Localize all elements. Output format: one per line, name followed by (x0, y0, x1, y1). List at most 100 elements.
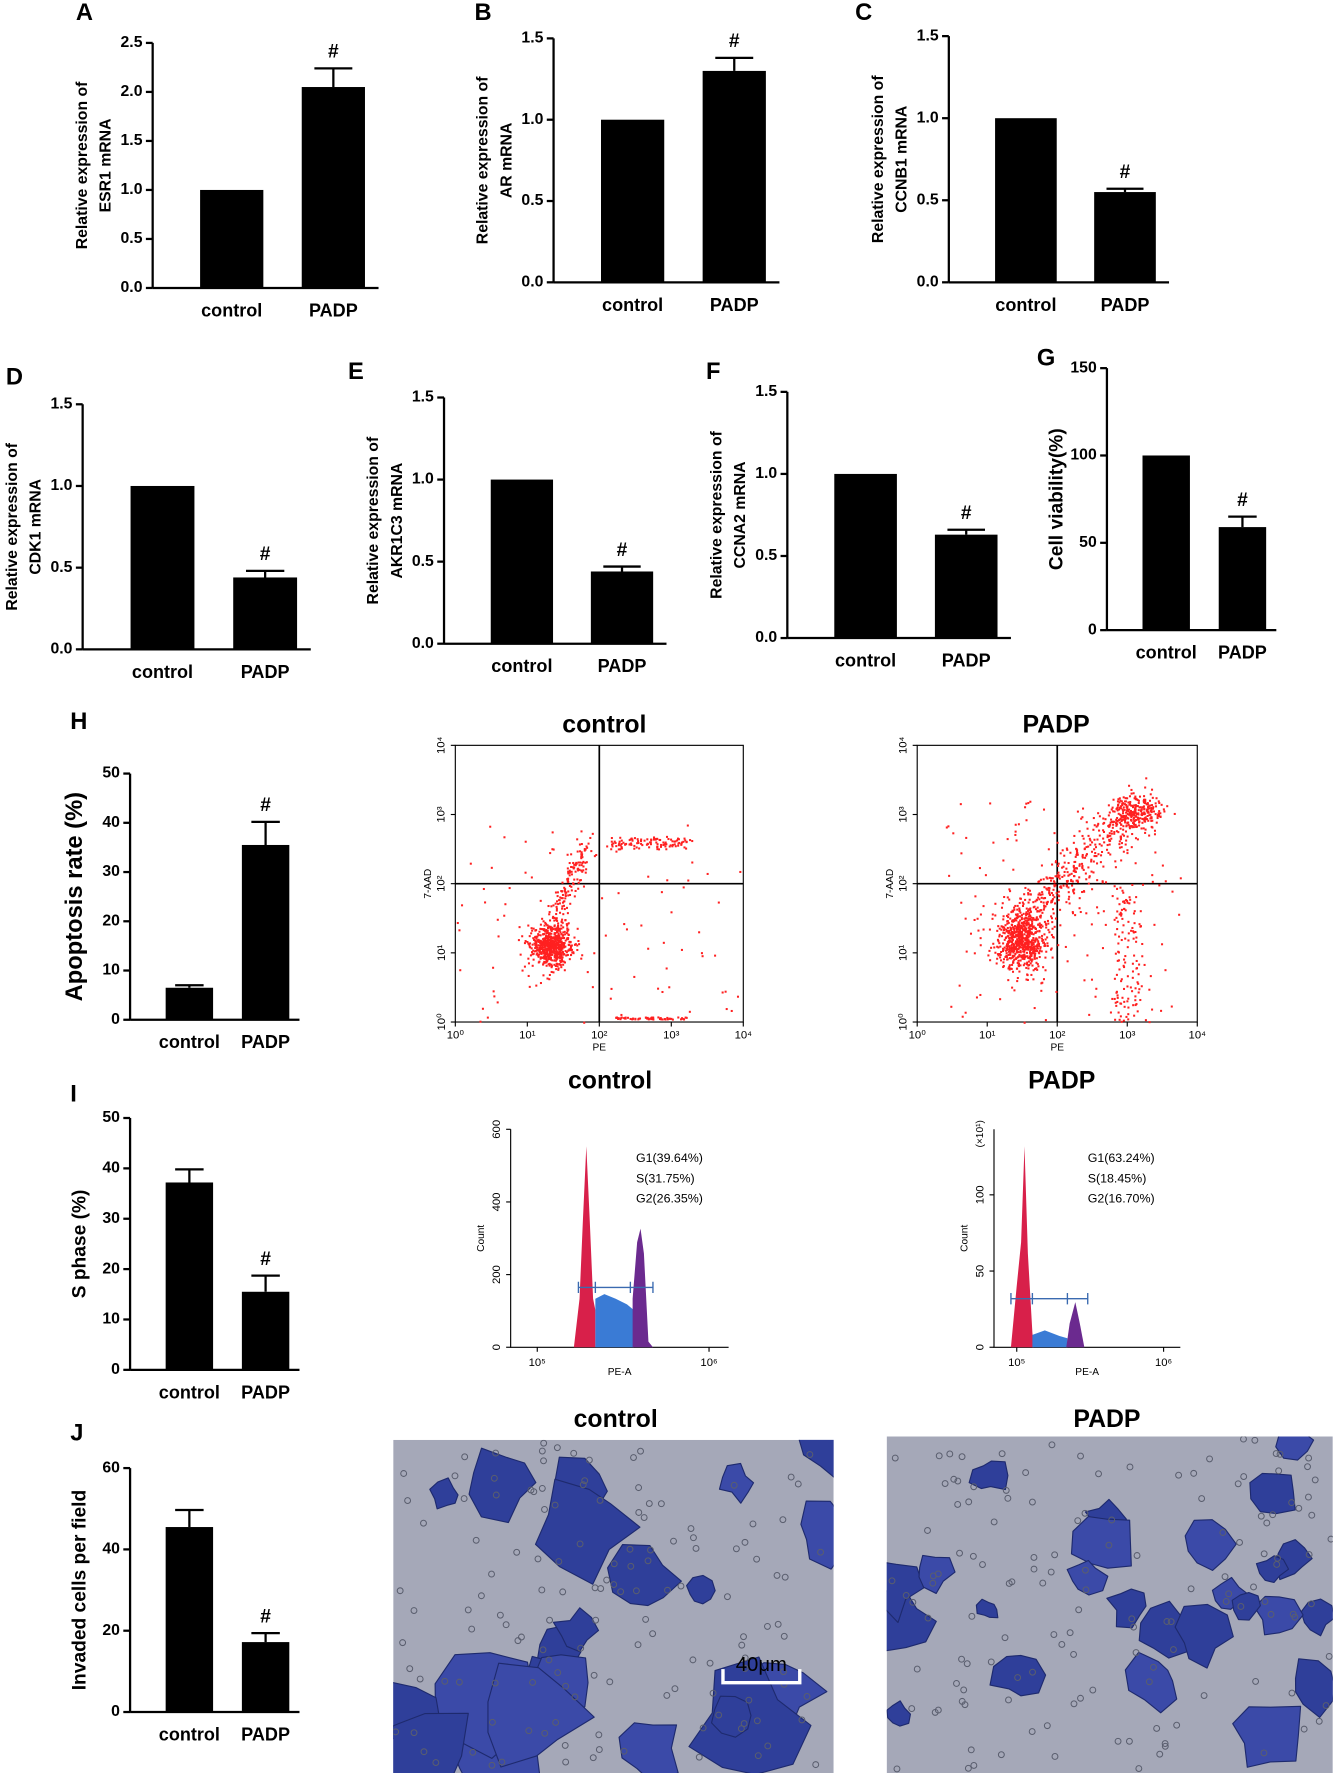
event-dot (1120, 913, 1123, 916)
event-dot (1055, 860, 1058, 863)
event-dot (1071, 911, 1074, 914)
event-dot (559, 959, 562, 962)
event-dot (1050, 933, 1053, 936)
event-dot (556, 954, 559, 957)
event-dot (1026, 978, 1029, 981)
event-dot (1011, 933, 1014, 936)
event-dot (1019, 927, 1022, 930)
event-dot (1029, 911, 1032, 914)
event-dot (552, 944, 555, 947)
event-dot (1107, 824, 1110, 827)
event-dot (1144, 799, 1147, 802)
y-axis-label: S phase (%) (69, 1190, 90, 1299)
event-dot (1028, 908, 1031, 911)
event-dot (1117, 803, 1120, 806)
pore (817, 1548, 825, 1556)
y-tick-label: 0.0 (755, 629, 777, 646)
event-dot (591, 832, 594, 835)
pore (1114, 1737, 1122, 1745)
pore (979, 1561, 986, 1568)
event-dot (1073, 934, 1076, 937)
event-dot (1088, 1013, 1091, 1016)
event-dot (550, 949, 553, 952)
event-dot (1002, 859, 1005, 862)
pore (1014, 1674, 1022, 1681)
event-dot (557, 967, 560, 970)
event-dot (554, 902, 557, 905)
event-dot (619, 844, 622, 847)
event-dot (546, 947, 549, 950)
event-dot (1122, 815, 1125, 818)
pore (451, 1472, 459, 1480)
event-dot (1075, 867, 1078, 870)
error-bar (715, 56, 754, 71)
legend-entry: G2(26.35%) (636, 1192, 703, 1206)
stained-cell (1106, 1588, 1147, 1629)
event-dot (1160, 803, 1163, 806)
pore (987, 1658, 995, 1666)
event-dot (539, 934, 542, 937)
pore (1206, 1455, 1214, 1463)
event-dot (1018, 955, 1021, 958)
event-dot (560, 927, 563, 930)
annotation: # (1237, 490, 1248, 511)
event-dot (1119, 886, 1122, 889)
event-dot (1004, 949, 1008, 952)
pore (627, 1562, 635, 1570)
event-dot (560, 897, 563, 900)
event-dot (564, 897, 567, 900)
event-dot (567, 933, 570, 937)
event-dot (555, 968, 558, 971)
event-dot (554, 927, 557, 930)
event-dot (1026, 919, 1029, 922)
event-dot (620, 1016, 623, 1019)
event-dot (1018, 909, 1021, 912)
event-dot (560, 948, 563, 951)
event-dot (1148, 834, 1151, 837)
event-dot (1133, 797, 1136, 800)
x-tick-label: 10⁴ (735, 1030, 753, 1042)
pore (620, 1747, 628, 1755)
event-dot (1154, 813, 1157, 816)
pore (1153, 1725, 1161, 1732)
bar (702, 70, 766, 283)
event-dot (538, 930, 541, 933)
event-dot (558, 929, 561, 932)
event-dot (549, 927, 552, 930)
event-dot (1130, 812, 1133, 815)
event-dot (1142, 805, 1145, 808)
event-dot (589, 836, 592, 839)
event-dot (556, 895, 559, 898)
event-dot (664, 841, 667, 844)
event-dot (539, 923, 542, 926)
event-dot (1078, 907, 1081, 910)
event-dot (1037, 896, 1040, 899)
event-dot (1012, 868, 1015, 871)
event-dot (1112, 820, 1115, 823)
event-dot (552, 940, 555, 943)
event-dot (561, 905, 564, 908)
event-dot (1051, 899, 1054, 902)
event-dot (1042, 941, 1046, 944)
event-dot (549, 947, 552, 950)
pore (803, 1693, 811, 1700)
event-dot (548, 933, 551, 936)
event-dot (1045, 923, 1048, 926)
event-dot (1021, 957, 1024, 960)
event-dot (549, 957, 552, 960)
pore (1070, 1700, 1078, 1708)
pore (635, 1509, 643, 1516)
event-dot (1128, 902, 1131, 905)
event-dot (1130, 816, 1133, 819)
event-dot (548, 942, 551, 945)
pore (1002, 1486, 1010, 1494)
event-dot (1096, 906, 1099, 909)
event-dot (553, 952, 556, 955)
event-dot (547, 936, 550, 939)
event-dot (482, 887, 485, 891)
event-dot (1050, 900, 1053, 903)
event-dot (579, 850, 582, 853)
panel-letter: D (6, 365, 23, 391)
event-dot (1036, 945, 1039, 948)
event-dot (531, 943, 534, 946)
